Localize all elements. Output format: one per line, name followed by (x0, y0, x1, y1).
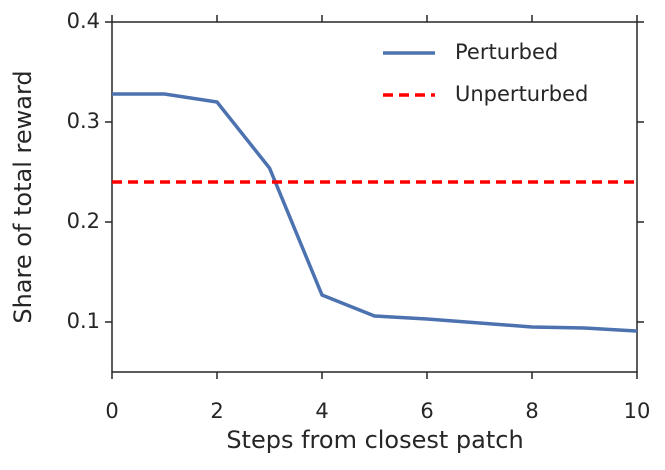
y-tick-label: 0.2 (67, 209, 100, 233)
y-axis-label: Share of total reward (9, 70, 37, 323)
y-tick-label: 0.3 (67, 109, 100, 133)
x-tick-label: 10 (624, 399, 651, 423)
y-tick-label: 0.4 (67, 9, 100, 33)
x-tick-label: 6 (420, 399, 433, 423)
legend-label: Unperturbed (455, 82, 588, 106)
series-line (112, 92, 638, 333)
x-axis-label: Steps from closest patch (226, 426, 523, 454)
x-tick-label: 4 (315, 399, 328, 423)
plot-frame (111, 21, 638, 373)
legend-label: Perturbed (455, 40, 558, 64)
x-tick-label: 8 (525, 399, 538, 423)
x-tick-label: 2 (210, 399, 223, 423)
x-tick-label: 0 (105, 399, 118, 423)
y-tick-label: 0.1 (67, 309, 100, 333)
